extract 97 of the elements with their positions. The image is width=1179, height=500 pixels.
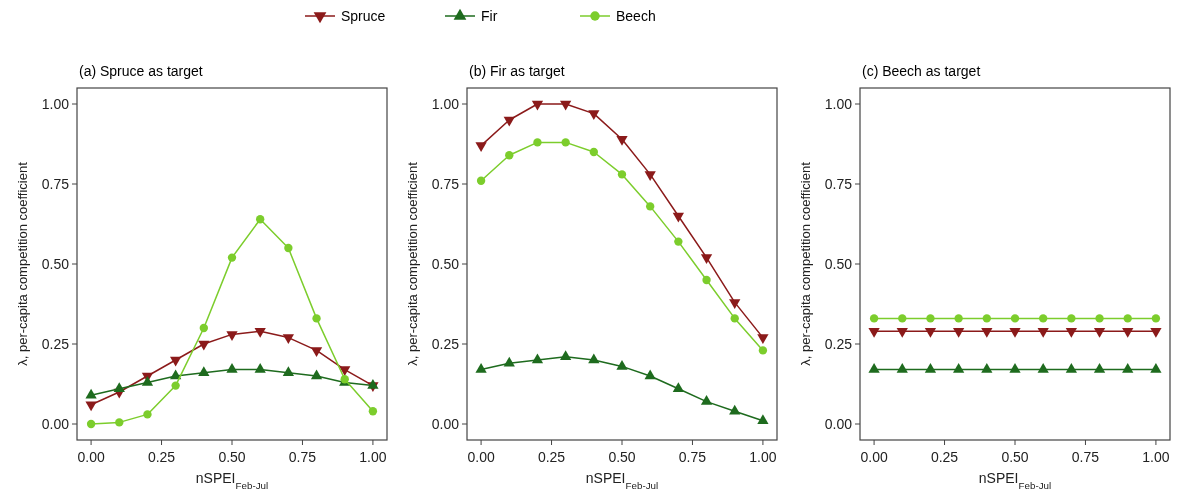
- x-axis-title: nSPEI$_{Feb-Jul}$: [195, 470, 269, 491]
- y-tick-label: 0.00: [431, 416, 460, 432]
- point: [254, 327, 266, 338]
- legend-label: Fir: [481, 8, 498, 24]
- x-tick-label: 0.00: [77, 449, 105, 465]
- point: [588, 110, 600, 121]
- point: [616, 359, 628, 370]
- point: [170, 356, 182, 367]
- point: [616, 135, 628, 146]
- point: [674, 237, 683, 246]
- x-tick-label: 0.00: [860, 449, 888, 465]
- point: [702, 275, 711, 285]
- x-tick-label: 1.00: [1142, 449, 1170, 465]
- legend-label: Beech: [616, 8, 656, 24]
- chart-title: (c) Beech as target: [862, 63, 981, 79]
- legend-label: Spruce: [341, 8, 386, 24]
- point: [282, 366, 294, 377]
- point: [560, 100, 572, 111]
- point: [729, 404, 741, 415]
- y-tick-label: 0.00: [824, 416, 853, 432]
- y-tick-label: 0.75: [41, 176, 70, 192]
- x-tick-label: 0.50: [608, 449, 636, 465]
- point: [143, 410, 152, 419]
- point: [198, 366, 210, 377]
- point: [284, 243, 293, 253]
- x-axis-title: nSPEI$_{Feb-Jul}$: [585, 470, 659, 491]
- point: [368, 407, 378, 416]
- x-tick-label: 0.25: [930, 449, 959, 465]
- y-axis-title: λ, per-capita competition coefficient: [798, 161, 813, 366]
- y-tick-label: 0.50: [824, 256, 853, 272]
- y-tick-label: 0.75: [824, 176, 853, 192]
- point: [312, 314, 321, 323]
- point: [700, 395, 713, 405]
- y-tick-label: 0.50: [41, 256, 70, 272]
- y-tick-label: 1.00: [824, 96, 853, 112]
- x-tick-label: 1.00: [359, 449, 387, 465]
- point: [198, 340, 210, 351]
- point: [226, 331, 238, 341]
- point: [85, 388, 97, 399]
- point: [617, 170, 627, 179]
- x-tick-label: 1.00: [749, 449, 777, 465]
- y-axis-title: λ, per-capita competition coefficient: [15, 161, 30, 366]
- point: [115, 418, 124, 427]
- point: [758, 346, 768, 355]
- point: [475, 142, 487, 153]
- point: [199, 323, 208, 333]
- point: [113, 382, 125, 393]
- point: [730, 314, 739, 323]
- y-tick-label: 1.00: [431, 96, 460, 112]
- point: [256, 215, 265, 224]
- y-tick-label: 0.25: [41, 336, 70, 352]
- point: [505, 151, 514, 160]
- point: [588, 353, 600, 364]
- x-tick-label: 0.50: [1001, 449, 1029, 465]
- point: [85, 401, 97, 412]
- point: [476, 176, 486, 185]
- point: [646, 202, 655, 211]
- y-tick-label: 1.00: [41, 96, 70, 112]
- x-tick-label: 0.75: [1071, 449, 1100, 465]
- chart-title: (a) Spruce as target: [79, 63, 203, 79]
- x-tick-label: 0.50: [218, 449, 246, 465]
- point: [86, 419, 96, 429]
- y-tick-label: 0.25: [824, 336, 853, 352]
- x-tick-label: 0.25: [147, 449, 176, 465]
- x-tick-label: 0.00: [467, 449, 495, 465]
- y-tick-label: 0.50: [431, 256, 460, 272]
- x-tick-label: 0.75: [288, 449, 317, 465]
- point: [310, 347, 323, 357]
- point: [561, 138, 570, 147]
- point: [282, 334, 294, 345]
- point: [533, 138, 542, 147]
- y-tick-label: 0.00: [41, 416, 70, 432]
- point: [503, 116, 515, 127]
- x-axis-title: nSPEI$_{Feb-Jul}$: [978, 470, 1052, 491]
- point: [227, 253, 237, 262]
- point: [254, 363, 266, 373]
- point: [226, 363, 238, 373]
- point: [672, 212, 684, 223]
- y-tick-label: 0.25: [431, 336, 460, 352]
- point: [560, 350, 572, 361]
- point: [531, 353, 544, 364]
- y-tick-label: 0.75: [431, 176, 460, 192]
- point: [171, 381, 180, 390]
- point: [644, 171, 656, 181]
- x-tick-label: 0.75: [678, 449, 707, 465]
- point: [475, 363, 487, 373]
- chart-title: (b) Fir as target: [469, 63, 565, 79]
- point: [589, 147, 598, 157]
- point: [757, 414, 769, 425]
- x-tick-label: 0.25: [537, 449, 566, 465]
- point: [672, 382, 684, 393]
- point: [644, 369, 656, 380]
- point: [310, 369, 323, 380]
- point: [531, 100, 544, 111]
- point: [503, 356, 515, 367]
- y-axis-title: λ, per-capita competition coefficient: [405, 161, 420, 366]
- point: [367, 379, 379, 389]
